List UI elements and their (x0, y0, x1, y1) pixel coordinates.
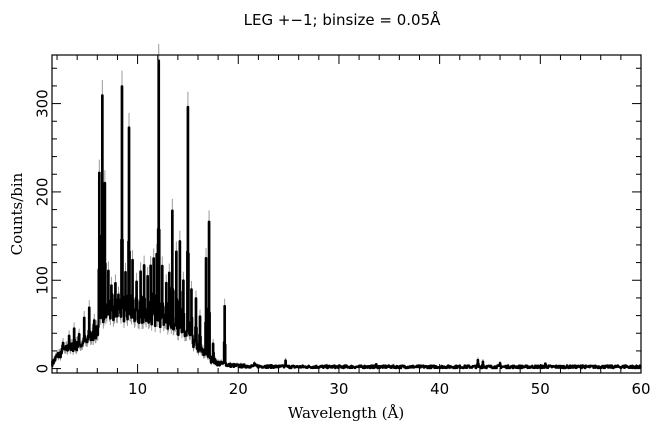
y-tick-label: 300 (34, 89, 52, 118)
y-tick-label: 100 (34, 266, 52, 295)
y-tick-label: 200 (34, 178, 52, 207)
plot-frame (51, 54, 642, 374)
x-tick-label: 40 (430, 380, 449, 398)
y-axis-label: Counts/bin (8, 172, 26, 255)
chart-title: LEG +−1; binsize = 0.05Å (244, 10, 442, 29)
x-tick-label: 50 (531, 380, 550, 398)
x-axis-label: Wavelength (Å) (288, 404, 404, 422)
x-tick-label: 10 (128, 380, 147, 398)
x-tick-label: 20 (229, 380, 248, 398)
x-tick-label: 60 (631, 380, 650, 398)
x-tick-label: 30 (329, 380, 348, 398)
spectrum-series-line (51, 59, 642, 370)
y-axis-ticks: 0 100 200 300 (34, 67, 641, 374)
x-axis-ticks: 10 20 30 40 50 60 (56, 55, 651, 398)
y-tick-label: 0 (34, 364, 52, 374)
